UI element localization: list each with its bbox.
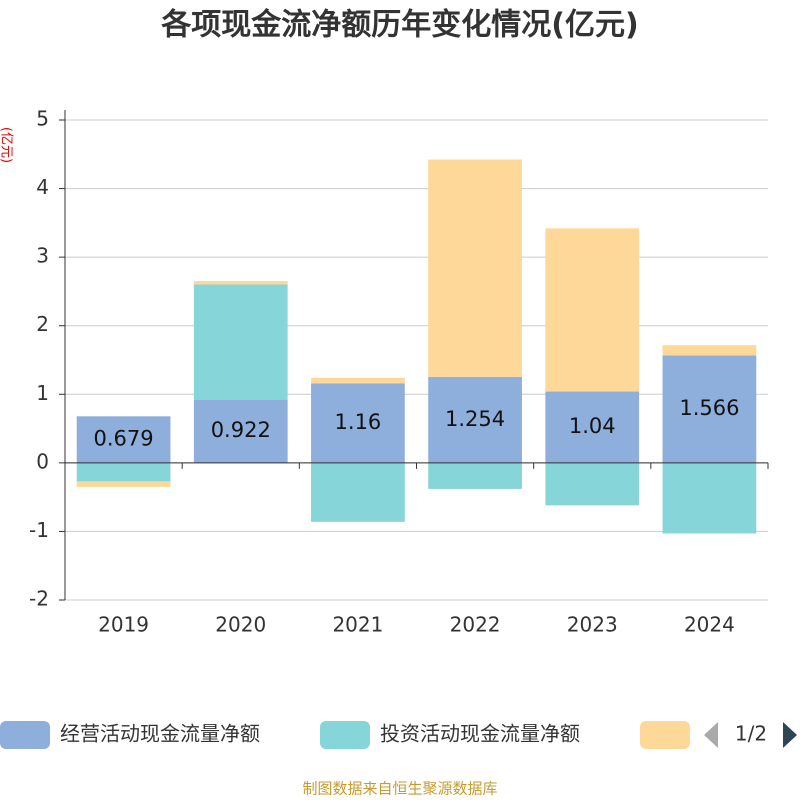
y-tick-label: 4: [36, 175, 49, 199]
legend-swatch: [320, 721, 370, 749]
data-label: 1.04: [569, 414, 616, 438]
bar: [545, 391, 640, 463]
bar: [311, 377, 405, 384]
source-note: 制图数据来自恒生聚源数据库: [302, 780, 497, 798]
x-tick-label: 2023: [567, 613, 618, 637]
bar: [428, 376, 522, 463]
bar: [76, 462, 171, 482]
legend-page: 1/2: [735, 722, 767, 746]
legend-swatch: [0, 721, 50, 749]
y-tick-label: -2: [29, 587, 49, 611]
legend-label: 投资活动现金流量净额: [380, 722, 580, 746]
bar: [76, 481, 171, 487]
x-tick-label: 2019: [98, 613, 149, 637]
data-label: 1.254: [445, 407, 505, 431]
y-tick-label: 3: [36, 244, 49, 268]
bar: [193, 284, 288, 400]
bar: [311, 383, 405, 463]
bar: [662, 462, 757, 534]
y-tick-label: 5: [36, 107, 49, 131]
bar: [662, 345, 757, 356]
data-label: 0.922: [211, 418, 271, 442]
bar: [662, 355, 757, 463]
bar: [428, 159, 522, 377]
data-label: 1.566: [679, 396, 739, 420]
y-tick-label: 2: [36, 312, 49, 336]
bar: [193, 281, 288, 285]
bar: [76, 416, 171, 463]
data-label: 1.16: [335, 410, 382, 434]
bar: [311, 462, 405, 522]
x-tick-label: 2024: [684, 613, 735, 637]
y-tick-label: 0: [36, 449, 49, 473]
legend-prev[interactable]: [704, 722, 718, 748]
y-tick-label: -1: [29, 518, 49, 542]
bar: [193, 399, 288, 463]
chart-title: 各项现金流净额历年变化情况(亿元): [160, 8, 638, 43]
bar: [545, 228, 640, 392]
data-label: 0.679: [94, 427, 154, 451]
legend-next[interactable]: [783, 722, 797, 748]
legend-swatch: [640, 721, 690, 749]
x-tick-label: 2020: [215, 613, 266, 637]
y-axis-label: (亿元): [0, 127, 14, 163]
y-tick-label: 1: [36, 381, 49, 405]
legend-label: 经营活动现金流量净额: [60, 722, 260, 746]
x-tick-label: 2021: [332, 613, 383, 637]
x-tick-label: 2022: [450, 613, 501, 637]
bar: [545, 462, 640, 506]
bar: [428, 462, 522, 489]
